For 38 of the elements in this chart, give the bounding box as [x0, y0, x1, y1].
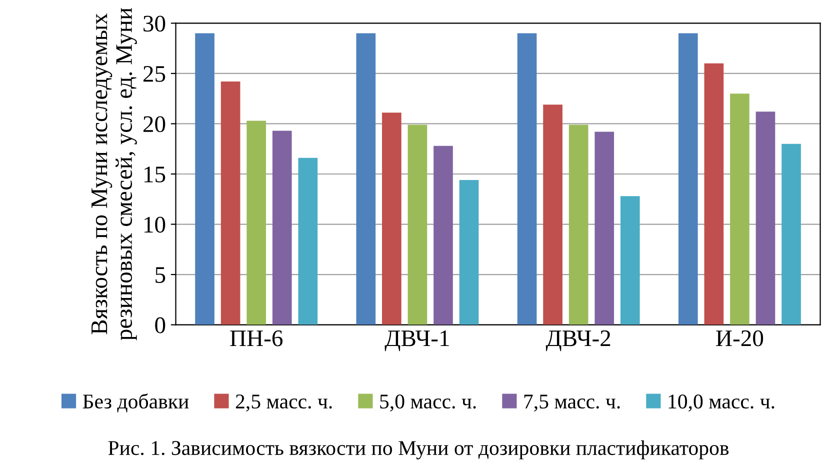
bar [195, 33, 214, 325]
x-tick-label: И-20 [716, 330, 764, 346]
y-axis-title: Вязкость по Муни исследуемых резиновых смесей, усл. ед. Муни [92, 8, 137, 340]
legend-label: Без добавки [82, 393, 189, 412]
y-tick-label: 25 [143, 66, 166, 82]
bar [220, 82, 240, 325]
bar [298, 158, 318, 325]
y-tick-label: 20 [143, 116, 166, 132]
bar [543, 104, 562, 325]
text: Рис. 1. Зависимость вязкости по Муни от дозировки пластификаторов [108, 440, 729, 460]
bar [568, 124, 588, 325]
bar [678, 33, 698, 325]
y-tick-label: 15 [144, 166, 166, 182]
bar [782, 144, 801, 325]
legend-label: 2,5 масс. ч. [236, 394, 332, 412]
bar [620, 196, 640, 325]
y-tick-label: 30 [144, 16, 166, 32]
legend-label: 5,0 масс. ч. [380, 394, 476, 412]
bar [408, 124, 428, 325]
bar [756, 112, 776, 325]
y-tick-label: 5 [156, 267, 166, 283]
legend-label: 10,0 масс. ч. [668, 394, 774, 412]
x-tick-label: ПН-6 [230, 330, 283, 346]
bar [459, 180, 479, 325]
y-tick-label: 10 [144, 216, 166, 233]
bar [246, 120, 266, 325]
y-tick-label: 0 [155, 317, 166, 334]
legend-label: 7,5 масс. ч. [524, 394, 620, 412]
bar [434, 146, 453, 325]
bar [594, 132, 614, 325]
bar [272, 130, 292, 325]
x-tick-label: ДВЧ-1 [384, 330, 449, 352]
x-tick-label: ДВЧ-2 [546, 330, 610, 352]
bar [704, 63, 724, 325]
bar [517, 33, 537, 325]
bar [356, 33, 376, 325]
bar [730, 94, 750, 325]
bar [382, 112, 402, 325]
